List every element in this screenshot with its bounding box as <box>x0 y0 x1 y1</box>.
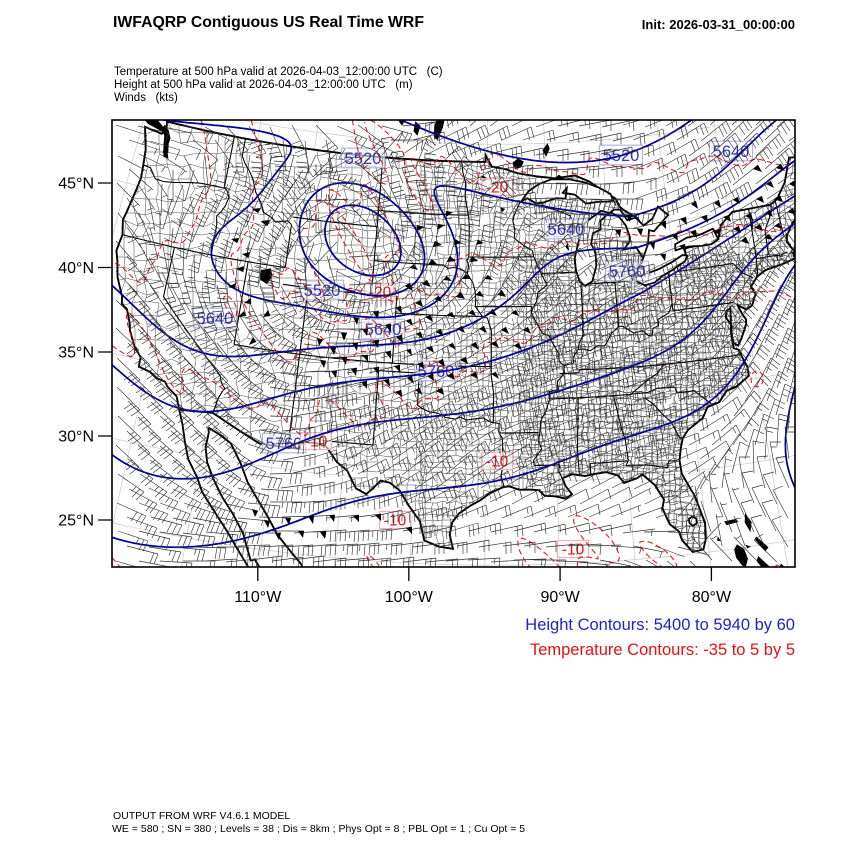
svg-text:-10: -10 <box>384 513 407 530</box>
svg-text:30°N: 30°N <box>58 429 94 446</box>
svg-text:-10: -10 <box>562 542 585 559</box>
svg-text:90°W: 90°W <box>540 589 580 606</box>
svg-text:WE = 580 ; SN = 380 ; Levels =: WE = 580 ; SN = 380 ; Levels = 38 ; Dis … <box>112 823 525 835</box>
svg-text:Temperature Contours: -35 to 5: Temperature Contours: -35 to 5 by 5 <box>530 641 795 659</box>
svg-text:Temperature at 500 hPa valid a: Temperature at 500 hPa valid at 2026-04-… <box>114 66 443 78</box>
svg-text:100°W: 100°W <box>385 589 434 606</box>
svg-text:5640: 5640 <box>197 310 234 328</box>
svg-text:80°W: 80°W <box>692 589 732 606</box>
svg-text:40°N: 40°N <box>58 260 94 277</box>
svg-text:OUTPUT FROM WRF V4.6.1 MODEL: OUTPUT FROM WRF V4.6.1 MODEL <box>113 810 290 822</box>
svg-text:Winds (kts): Winds (kts) <box>114 92 178 104</box>
svg-text:5640: 5640 <box>713 143 750 161</box>
svg-text:110°W: 110°W <box>234 589 282 606</box>
svg-text:IWFAQRP Contiguous US Real Tim: IWFAQRP Contiguous US Real Time WRF <box>113 14 424 31</box>
svg-text:25°N: 25°N <box>58 513 94 530</box>
svg-text:45°N: 45°N <box>58 176 94 193</box>
svg-text:Init: 2026-03-31_00:00:00: Init: 2026-03-31_00:00:00 <box>642 17 795 32</box>
svg-text:Height Contours: 5400 to 5940: Height Contours: 5400 to 5940 by 60 <box>525 616 795 634</box>
svg-text:35°N: 35°N <box>58 345 94 362</box>
svg-text:Height at 500 hPa valid at 202: Height at 500 hPa valid at 2026-04-03_12… <box>114 79 413 91</box>
